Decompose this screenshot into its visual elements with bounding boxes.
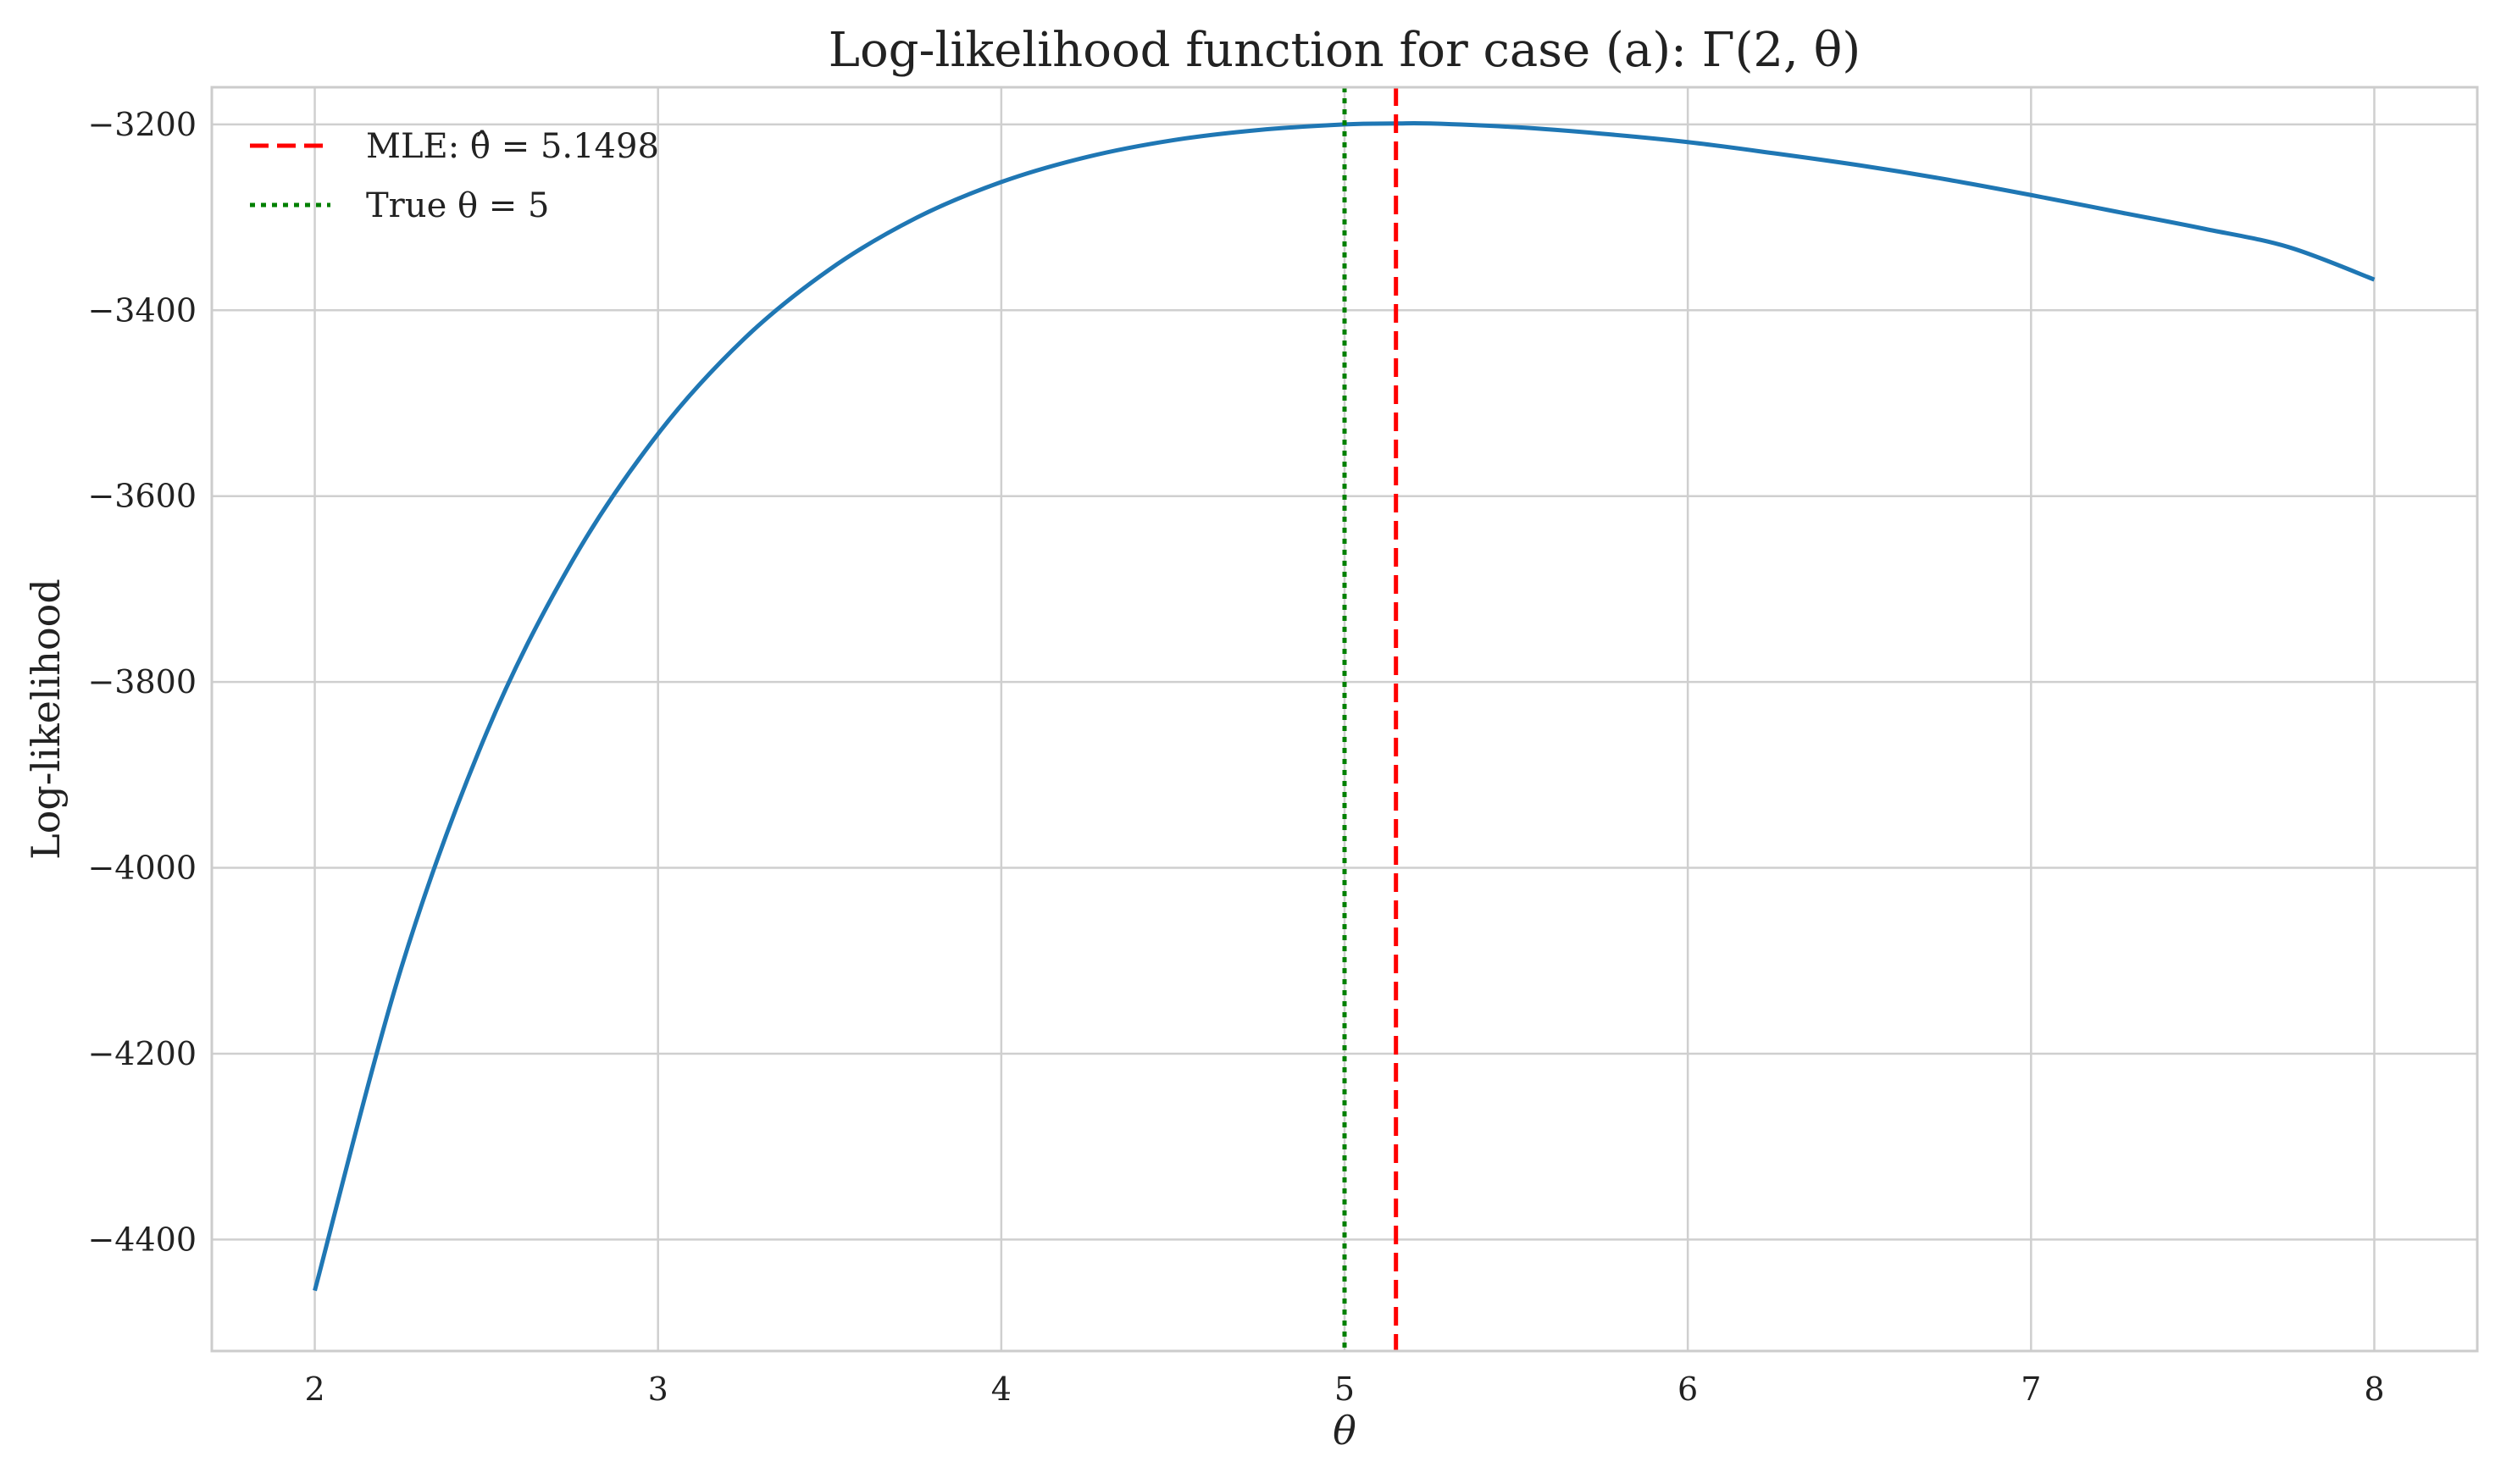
ticks: 2 3 4 5 6 7 8 −4400 −4200 −4000 −3800 −3600 −3400 −32… xyxy=(87,106,2384,1408)
y-tick-label: −4200 xyxy=(87,1035,197,1072)
x-tick-label: 4 xyxy=(991,1370,1012,1408)
legend: MLE: θ̂ = 5.1498 True θ = 5 xyxy=(250,127,659,225)
log-likelihood-curve xyxy=(313,120,2376,1292)
y-tick-label: −3200 xyxy=(87,106,197,143)
x-tick-label: 3 xyxy=(648,1370,668,1408)
series xyxy=(313,87,2376,1351)
plot-frame xyxy=(210,86,2479,1353)
y-tick-label: −3600 xyxy=(87,478,197,515)
legend-label-true: True θ = 5 xyxy=(366,186,549,225)
x-tick-label: 5 xyxy=(1334,1370,1355,1408)
y-tick-label: −4000 xyxy=(87,850,197,887)
y-tick-label: −4400 xyxy=(87,1221,197,1258)
y-tick-label: −3800 xyxy=(87,663,197,700)
x-axis-label: θ xyxy=(1333,1408,1356,1454)
x-tick-label: 8 xyxy=(2364,1370,2384,1408)
chart-title: Log-likelihood function for case (a): Γ(… xyxy=(829,23,1860,78)
y-tick-label: −3400 xyxy=(87,291,197,329)
x-tick-label: 2 xyxy=(304,1370,324,1408)
y-axis-label: Log-likelihood xyxy=(23,579,69,860)
x-tick-label: 7 xyxy=(2021,1370,2041,1408)
x-tick-label: 6 xyxy=(1678,1370,1698,1408)
legend-label-mle: MLE: θ̂ = 5.1498 xyxy=(366,127,659,166)
